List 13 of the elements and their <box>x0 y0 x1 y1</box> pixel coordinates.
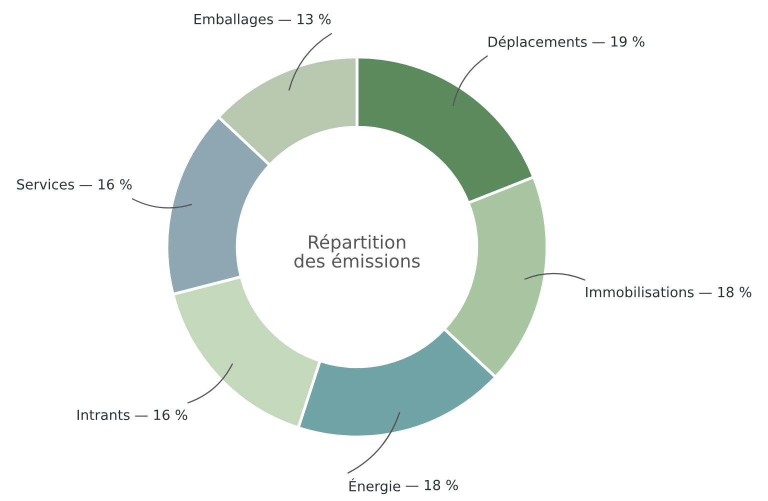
text: Répartition des émissions <box>294 234 420 268</box>
slice-label: Déplacements <box>488 36 587 50</box>
data-label: — 16 % <box>80 179 132 190</box>
data-label: — 16 % <box>135 410 188 420</box>
slice-label: Intrants <box>78 410 130 420</box>
slice-label: Emballages <box>194 14 274 28</box>
slice-label: Immobilisations <box>586 286 694 298</box>
data-label: — 19 % <box>592 36 644 47</box>
slice-label: Services <box>17 178 74 190</box>
data-label: — 18 % <box>406 480 458 490</box>
data-label: — 13 % <box>278 14 331 24</box>
data-label: — 18 % <box>699 286 752 298</box>
slice-label: Énergie <box>350 478 400 494</box>
